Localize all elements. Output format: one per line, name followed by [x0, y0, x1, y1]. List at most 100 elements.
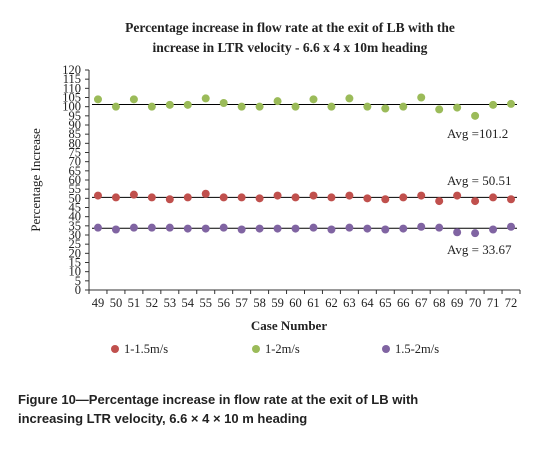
x-axis-title: Case Number [251, 318, 327, 333]
data-point-series-1 [201, 189, 210, 198]
data-point-series-1 [255, 194, 264, 203]
data-point-series-2 [471, 111, 480, 120]
x-tick-label: 60 [289, 296, 302, 310]
caption-line-1: Figure 10—Percentage increase in flow ra… [18, 392, 419, 407]
x-tick-label: 71 [487, 296, 500, 310]
data-point-series-2 [147, 102, 156, 111]
data-point-series-1 [309, 191, 318, 200]
y-tick-label: 55 [69, 182, 82, 196]
legend-label-series-1: 1-1.5m/s [124, 342, 168, 356]
y-tick-label: 90 [69, 118, 82, 132]
x-tick-label: 70 [469, 296, 482, 310]
y-tick-label: 0 [75, 283, 81, 297]
data-point-series-3 [237, 225, 246, 234]
data-point-series-2 [273, 97, 282, 106]
data-point-series-3 [111, 225, 120, 234]
y-tick-label: 50 [69, 191, 82, 205]
data-point-series-3 [165, 223, 174, 232]
data-point-series-1 [165, 195, 174, 204]
data-point-series-2 [291, 102, 300, 111]
x-ticks: 49 50 51 52 53 54 55 56 57 58 59 60 61 62 63 64 65 66 67 68… [88, 290, 521, 310]
data-point-series-1 [381, 195, 390, 204]
y-axis-title: Percentage Increase [28, 128, 43, 232]
x-tick-label: 57 [235, 296, 248, 310]
x-tick-label: 68 [433, 296, 446, 310]
x-tick-label: 64 [361, 296, 374, 310]
data-point-series-3 [309, 223, 318, 232]
data-markers [93, 93, 516, 238]
data-point-series-1 [327, 193, 336, 202]
data-point-series-3 [363, 224, 372, 233]
data-point-series-2 [111, 102, 120, 111]
y-tick-label: 15 [69, 256, 82, 270]
data-point-series-2 [489, 100, 498, 109]
y-tick-label: 75 [69, 146, 82, 160]
y-tick-label: 20 [69, 246, 82, 260]
x-tick-label: 51 [128, 296, 141, 310]
legend-marker-series-2 [252, 345, 260, 353]
data-point-series-1 [237, 193, 246, 202]
data-point-series-2 [435, 105, 444, 114]
data-point-series-3 [489, 225, 498, 234]
y-tick-label: 35 [69, 219, 82, 233]
data-point-series-3 [471, 229, 480, 238]
legend-marker-series-1 [111, 345, 119, 353]
data-point-series-1 [363, 194, 372, 203]
data-point-series-3 [381, 225, 390, 234]
data-point-series-1 [417, 191, 426, 200]
data-point-series-2 [219, 99, 228, 107]
data-point-series-2 [381, 104, 390, 113]
data-point-series-1 [129, 190, 138, 199]
y-tick-label: 115 [63, 72, 81, 86]
x-tick-label: 61 [307, 296, 320, 310]
y-tick-label: 80 [69, 136, 82, 150]
x-tick-label: 66 [397, 296, 410, 310]
data-point-series-2 [417, 93, 426, 102]
chart: Percentage increase in flow rate at the … [28, 20, 521, 356]
caption-line-2: increasing LTR velocity, 6.6 × 4 × 10 m … [18, 411, 308, 426]
data-point-series-1 [273, 191, 282, 200]
data-point-series-2 [129, 95, 138, 104]
y-tick-label: 100 [62, 100, 81, 114]
x-tick-label: 58 [253, 296, 266, 310]
data-point-series-1 [183, 193, 192, 202]
annotation-avg-series-3: Avg = 33.67 [447, 242, 512, 257]
data-point-series-1 [219, 193, 228, 202]
data-point-series-2 [183, 100, 192, 109]
y-tick-label: 65 [69, 164, 82, 178]
y-tick-label: 105 [62, 91, 81, 105]
x-tick-label: 52 [146, 296, 159, 310]
y-tick-label: 70 [69, 155, 82, 169]
data-point-series-1 [147, 193, 156, 202]
data-point-series-2 [237, 102, 246, 111]
data-point-series-3 [399, 224, 408, 233]
data-point-series-2 [363, 102, 372, 111]
data-point-series-3 [183, 224, 192, 233]
data-point-series-3 [93, 223, 102, 232]
y-tick-label: 60 [69, 173, 82, 187]
data-point-series-3 [291, 224, 300, 233]
x-tick-label: 49 [92, 296, 105, 310]
legend: 1-1.5m/s 1-2m/s 1.5-2m/s [111, 342, 439, 356]
y-tick-label: 40 [69, 210, 82, 224]
data-point-series-3 [219, 223, 228, 232]
data-point-series-1 [345, 191, 354, 200]
annotation-avg-series-2: Avg =101.2 [447, 126, 508, 141]
x-tick-label: 69 [451, 296, 464, 310]
x-tick-label: 53 [164, 296, 177, 310]
x-tick-label: 55 [199, 296, 212, 310]
data-point-series-3 [453, 228, 462, 237]
data-point-series-1 [93, 191, 102, 200]
data-point-series-1 [435, 197, 444, 206]
data-point-series-2 [309, 95, 318, 104]
data-point-series-2 [453, 103, 462, 112]
y-tick-label: 25 [69, 237, 82, 251]
data-point-series-2 [201, 94, 210, 103]
data-point-series-3 [129, 223, 138, 232]
x-tick-label: 63 [343, 296, 356, 310]
x-tick-label: 62 [325, 296, 338, 310]
data-point-series-2 [165, 100, 174, 109]
legend-label-series-2: 1-2m/s [265, 342, 300, 356]
y-tick-label: 110 [63, 81, 81, 95]
data-point-series-2 [399, 102, 408, 111]
